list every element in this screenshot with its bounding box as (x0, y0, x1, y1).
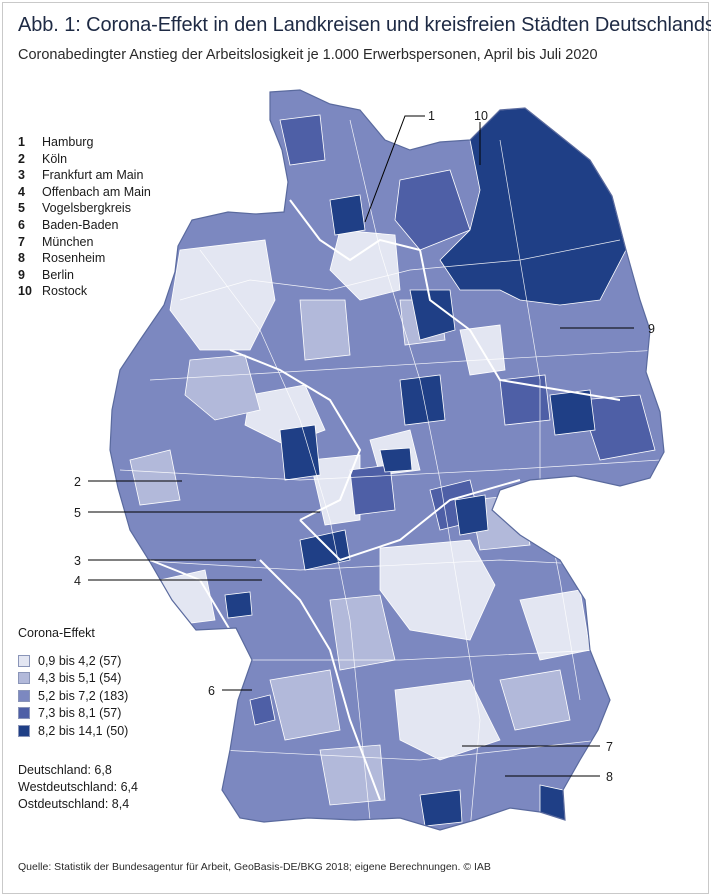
region-low (379, 539, 496, 641)
legend-title: Corona-Effekt (18, 626, 95, 640)
region-mid-low (319, 744, 386, 806)
callout-label-9: 9 (648, 322, 655, 336)
region-high (299, 529, 351, 571)
city-key-item: 7 München (18, 234, 94, 249)
legend-swatch (18, 672, 30, 685)
legend-swatch (18, 654, 30, 667)
region-high (279, 424, 321, 481)
region-mid-high (279, 114, 326, 166)
region-mid-low (299, 299, 351, 361)
average-values: Deutschland: 6,8 Westdeutschland: 6,4 Os… (18, 762, 138, 813)
region-low (309, 454, 361, 526)
region-mid-high (579, 394, 656, 461)
region-low (329, 229, 401, 301)
legend-item: 5,2 bis 7,2 (183) (18, 687, 128, 705)
city-key-item: 9 Berlin (18, 267, 74, 282)
legend-item: 0,9 bis 4,2 (57) (18, 652, 128, 670)
city-key-item: 5 Vogelsbergkreis (18, 201, 131, 216)
legend-swatch (18, 689, 30, 702)
city-key-item: 3 Frankfurt am Main (18, 168, 144, 183)
region-mid-low (184, 354, 261, 421)
region-high (549, 389, 596, 436)
city-key-list: 1 Hamburg 2 Köln 3 Frankfurt am Main 4 Offen… (18, 134, 151, 300)
average-germany: Deutschland: 6,8 (18, 763, 112, 777)
region-high (409, 289, 456, 341)
legend-item: 8,2 bis 14,1 (50) (18, 722, 128, 740)
region-mid-high (349, 464, 396, 516)
region-low (394, 679, 501, 761)
legend-item: 4,3 bis 5,1 (54) (18, 670, 128, 688)
legend-item: 7,3 bis 8,1 (57) (18, 705, 128, 723)
callout-label-3: 3 (74, 554, 81, 568)
region-high (419, 789, 463, 827)
region-high (539, 784, 566, 821)
city-key-item: 6 Baden-Baden (18, 217, 119, 232)
callout-label-5: 5 (74, 506, 81, 520)
city-key-item: 2 Köln (18, 151, 68, 166)
legend-label: 7,3 bis 8,1 (57) (38, 706, 122, 721)
city-key-item: 8 Rosenheim (18, 251, 106, 266)
callout-label-1: 1 (428, 109, 435, 123)
legend-label: 0,9 bis 4,2 (57) (38, 653, 122, 668)
callout-label-8: 8 (606, 770, 613, 784)
legend-swatch (18, 707, 30, 720)
legend-label: 4,3 bis 5,1 (54) (38, 671, 122, 686)
callout-label-7: 7 (606, 740, 613, 754)
average-west: Westdeutschland: 6,4 (18, 780, 138, 794)
source-note: Quelle: Statistik der Bundesagentur für … (18, 861, 491, 873)
region-mid-high (249, 694, 276, 726)
region-mid-low (499, 669, 571, 731)
city-key-item: 10 Rostock (18, 284, 88, 299)
region-high (379, 447, 413, 473)
region-mid-low (269, 669, 341, 741)
region-high (224, 591, 253, 619)
legend-label: 5,2 bis 7,2 (183) (38, 688, 129, 703)
callout-label-4: 4 (74, 574, 81, 588)
region-high (399, 374, 446, 426)
region-high (454, 494, 489, 536)
figure-subtitle: Coronabedingter Anstieg der Arbeitslosig… (18, 47, 598, 63)
city-key-item: 4 Offenbach am Main (18, 184, 151, 199)
legend-swatch (18, 724, 30, 737)
region-low (159, 569, 216, 626)
map-legend: Corona-Effekt 0,9 bis 4,2 (57) 4,3 bis 5… (18, 626, 128, 740)
legend-label: 8,2 bis 14,1 (50) (38, 723, 129, 738)
region-mid-low (129, 449, 181, 506)
average-east: Ostdeutschland: 8,4 (18, 797, 130, 811)
callout-label-6: 6 (208, 684, 215, 698)
city-key-item: 1 Hamburg (18, 135, 94, 149)
figure-title: Abb. 1: Corona-Effekt in den Landkreisen… (18, 14, 711, 36)
callout-label-2: 2 (74, 475, 81, 489)
region-mid-high (499, 374, 551, 426)
callout-label-10: 10 (474, 109, 488, 123)
region-high (329, 194, 366, 236)
region-low (169, 239, 276, 351)
region-mid-high (394, 169, 471, 251)
